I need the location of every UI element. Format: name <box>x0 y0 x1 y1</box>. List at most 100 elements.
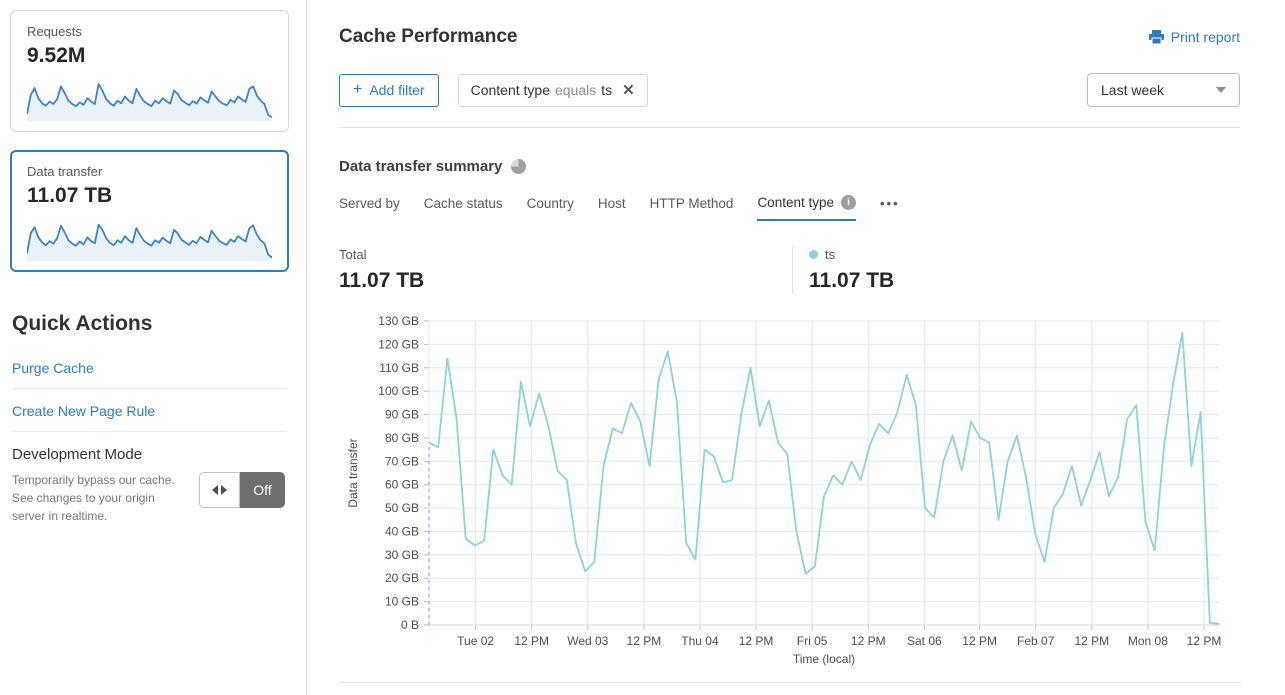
x-tick-label: Mon 08 <box>1128 634 1168 648</box>
y-tick-label: 40 GB <box>385 524 419 538</box>
y-axis: 0 B 10 GB 20 GB 30 GB 40 GB 50 GB 60 GB 70 GB 80… <box>378 314 1219 632</box>
x-tick-label: 12 PM <box>739 634 774 648</box>
quick-actions-section: Quick Actions Purge Cache Create New Pag… <box>10 312 289 525</box>
toggle-state-label: Off <box>240 472 285 508</box>
data-transfer-value: 11.07 TB <box>27 184 113 207</box>
x-tick-label: Tue 02 <box>457 634 494 648</box>
x-tick-label: Wed 03 <box>567 634 608 648</box>
toggle-arrows-icon <box>199 472 240 508</box>
x-tick-label: Sat 06 <box>907 634 942 648</box>
y-axis-title: Data transfer <box>346 438 360 507</box>
create-page-rule-link[interactable]: Create New Page Rule <box>12 389 287 432</box>
series-line-ts <box>428 331 1220 625</box>
x-tick-label: 12 PM <box>851 634 886 648</box>
tab-label: HTTP Method <box>649 196 734 211</box>
print-report-button[interactable]: Print report <box>1148 29 1240 45</box>
y-tick-label: 50 GB <box>385 501 419 515</box>
purge-cache-link[interactable]: Purge Cache <box>12 346 287 389</box>
quick-actions-title: Quick Actions <box>12 312 153 335</box>
series-legend-dot <box>809 250 818 259</box>
tab-label: Cache status <box>423 196 503 211</box>
x-tick-label: 12 PM <box>1074 634 1109 648</box>
requests-card[interactable]: Requests 9.52M <box>10 10 289 132</box>
development-mode-section: Development Mode Temporarily bypass our … <box>12 432 287 525</box>
page-title: Cache Performance <box>339 26 518 47</box>
x-axis: Tue 02 12 PM Wed 03 12 PM Thu 04 12 PM Fri 05 1… <box>428 321 1221 648</box>
section-bottom-divider <box>339 682 1241 683</box>
time-range-value: Last week <box>1101 82 1165 98</box>
data-transfer-chart: 0 B 10 GB 20 GB 30 GB 40 GB 50 GB 60 GB 70 GB 80… <box>339 309 1241 676</box>
summary-title: Data transfer summary <box>339 158 503 175</box>
tab-label: Content type <box>757 195 834 210</box>
sparkline-area <box>27 83 272 121</box>
y-tick-label: 10 GB <box>385 595 419 609</box>
plus-icon: + <box>353 81 363 98</box>
requests-value: 9.52M <box>27 44 86 67</box>
tab-label: Country <box>526 196 574 211</box>
tab-label: Host <box>597 196 626 211</box>
series-legend-label: ts <box>825 247 836 262</box>
x-tick-label: Thu 04 <box>681 634 719 648</box>
stats-divider <box>792 247 793 293</box>
x-tick-label: 12 PM <box>514 634 549 648</box>
x-tick-label: Feb 07 <box>1017 634 1055 648</box>
sparkline-line <box>27 223 272 259</box>
y-tick-label: 110 GB <box>379 361 419 375</box>
total-value: 11.07 TB <box>339 269 425 292</box>
y-tick-label: 100 GB <box>378 384 419 398</box>
y-tick-label: 60 GB <box>385 478 419 492</box>
y-tick-label: 130 GB <box>378 314 419 328</box>
tab-http-method[interactable]: HTTP Method <box>650 196 734 220</box>
filter-chip-value: ts <box>601 82 613 98</box>
tab-label: Served by <box>339 196 400 211</box>
summary-tabs: Served by Cache status Country Host HTTP Met… <box>339 195 1241 221</box>
tab-host[interactable]: Host <box>598 196 626 220</box>
y-tick-label: 0 B <box>401 618 419 632</box>
total-label: Total <box>339 247 367 262</box>
filter-chip-content-type[interactable]: Content type equals ts ✕ <box>457 73 648 107</box>
requests-label: Requests <box>27 24 82 39</box>
development-mode-description: Temporarily bypass our cache. See change… <box>12 473 175 523</box>
x-tick-label: 12 PM <box>627 634 662 648</box>
time-range-select[interactable]: Last week <box>1087 73 1240 107</box>
x-tick-label: 12 PM <box>962 634 997 648</box>
development-mode-title: Development Mode <box>12 446 143 463</box>
tab-served-by[interactable]: Served by <box>339 196 400 220</box>
time-sampling-icon <box>511 159 527 174</box>
sparkline-line <box>27 82 272 118</box>
x-tick-label: Fri 05 <box>797 634 828 648</box>
dev-mode-toggle[interactable]: Off <box>199 472 285 508</box>
line-chart-svg: 0 B 10 GB 20 GB 30 GB 40 GB 50 GB 60 GB 70 GB 80… <box>346 314 1221 666</box>
chevron-down-icon <box>1216 87 1226 93</box>
y-tick-label: 20 GB <box>385 571 419 585</box>
requests-sparkline-chart <box>27 82 272 121</box>
data-transfer-card[interactable]: Data transfer 11.07 TB <box>10 150 289 272</box>
data-transfer-label: Data transfer <box>27 164 103 179</box>
close-icon[interactable]: ✕ <box>622 82 635 99</box>
x-axis-title: Time (local) <box>793 652 855 666</box>
sidebar: Requests 9.52M Data transfer 11.07 TB Qu… <box>0 0 306 695</box>
tab-cache-status[interactable]: Cache status <box>424 196 503 220</box>
filter-chip-operator: equals <box>554 82 597 98</box>
more-tabs-button[interactable]: ••• <box>880 196 900 211</box>
print-report-label: Print report <box>1170 29 1240 45</box>
y-tick-label: 80 GB <box>385 431 419 445</box>
tab-country[interactable]: Country <box>527 196 574 220</box>
y-tick-label: 90 GB <box>385 408 419 422</box>
y-tick-label: 120 GB <box>378 337 419 351</box>
header-divider <box>339 127 1240 128</box>
printer-icon <box>1148 30 1164 44</box>
add-filter-button[interactable]: + Add filter <box>339 73 439 107</box>
y-tick-label: 30 GB <box>385 548 419 562</box>
tab-content-type[interactable]: Content type i <box>757 195 856 221</box>
y-tick-label: 70 GB <box>385 454 419 468</box>
main-panel: Cache Performance Print report + Add fil… <box>306 0 1285 695</box>
add-filter-label: Add filter <box>369 82 425 98</box>
data-transfer-sparkline-chart <box>27 223 272 261</box>
filter-chip-field: Content type <box>470 82 550 98</box>
series-value: 11.07 TB <box>809 269 895 292</box>
summary-section: Data transfer summary Served by Cache sta… <box>307 128 1285 683</box>
summary-stats: Total 11.07 TB ts 11.07 TB <box>339 247 1241 293</box>
info-icon[interactable]: i <box>841 195 856 210</box>
